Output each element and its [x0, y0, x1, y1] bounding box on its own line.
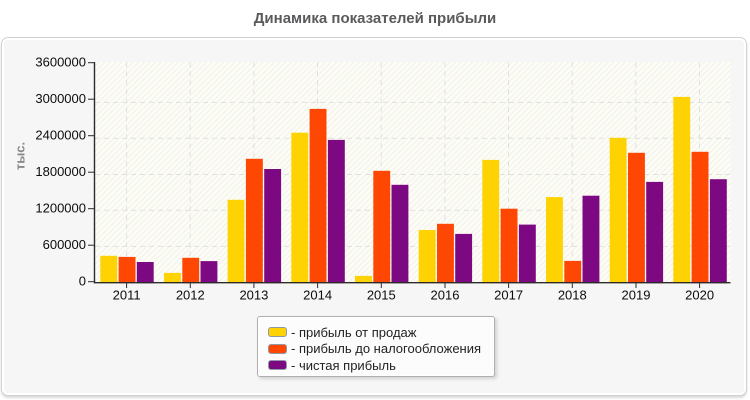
svg-text:2019: 2019 — [622, 287, 651, 302]
svg-text:2018: 2018 — [558, 287, 587, 302]
svg-text:2016: 2016 — [431, 287, 460, 302]
svg-text:тыс.: тыс. — [13, 142, 28, 170]
svg-text:2013: 2013 — [239, 287, 268, 302]
svg-text:2011: 2011 — [113, 287, 141, 302]
svg-text:1800000: 1800000 — [35, 164, 86, 179]
svg-text:2014: 2014 — [303, 287, 332, 302]
svg-text:2017: 2017 — [494, 287, 523, 302]
svg-text:2012: 2012 — [176, 287, 205, 302]
svg-text:2400000: 2400000 — [35, 128, 86, 143]
svg-text:2015: 2015 — [367, 287, 396, 302]
svg-text:0: 0 — [79, 274, 86, 289]
svg-text:1200000: 1200000 — [35, 201, 86, 216]
svg-text:2020: 2020 — [685, 287, 714, 302]
svg-text:3000000: 3000000 — [35, 91, 86, 106]
svg-text:3600000: 3600000 — [35, 55, 86, 70]
svg-text:600000: 600000 — [43, 237, 86, 252]
